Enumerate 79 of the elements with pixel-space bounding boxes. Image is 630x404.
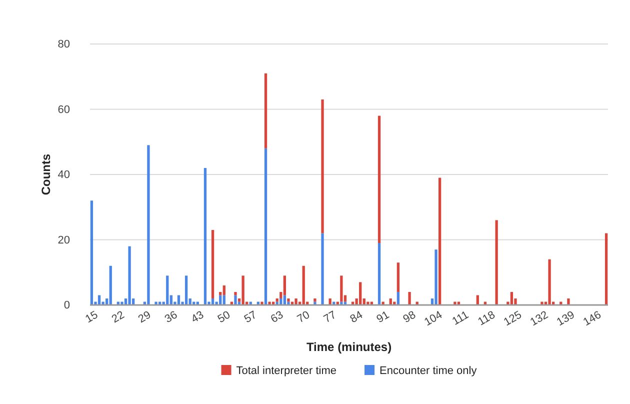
bar [340, 302, 343, 305]
y-tick-label: 20 [58, 234, 70, 246]
legend-label: Encounter time only [380, 365, 478, 377]
bar [283, 295, 286, 305]
bar [154, 302, 158, 305]
x-tick-label: 57 [242, 309, 259, 326]
x-tick-label: 22 [110, 309, 127, 326]
bar [234, 292, 237, 296]
bar [378, 243, 381, 305]
x-tick-label: 146 [581, 309, 604, 329]
x-tick-label: 91 [374, 309, 392, 326]
x-tick-label: 118 [476, 309, 498, 328]
y-tick-label: 0 [64, 300, 70, 312]
bar [268, 302, 271, 305]
x-tick-label: 50 [216, 309, 232, 326]
x-tick-label: 77 [322, 309, 338, 326]
bar [90, 200, 94, 305]
bar [219, 295, 222, 305]
bar [321, 233, 324, 305]
bar [378, 116, 381, 244]
x-tick-label: 36 [162, 309, 180, 326]
bar [234, 295, 237, 305]
bar [359, 282, 362, 305]
x-tick-label: 84 [348, 309, 365, 326]
bar [109, 266, 112, 305]
bar [184, 276, 188, 305]
bar [438, 178, 442, 305]
y-tick-label: 40 [58, 169, 70, 182]
bar [264, 73, 268, 148]
bar [454, 302, 456, 305]
bar [120, 302, 124, 305]
bar [287, 298, 290, 302]
bar [396, 262, 400, 292]
bar [510, 292, 514, 305]
bar [222, 285, 226, 296]
bar [382, 302, 384, 305]
bar [434, 250, 438, 305]
bar [222, 295, 226, 305]
x-tick-label: 104 [422, 309, 444, 329]
bar [548, 259, 551, 305]
x-tick-label: 111 [450, 309, 471, 328]
bar [204, 168, 207, 305]
bar [147, 145, 150, 305]
x-tick-label: 70 [295, 309, 312, 326]
bar [177, 295, 180, 305]
bar [567, 298, 570, 305]
bar [166, 276, 169, 305]
legend-label: Total interpreter time [236, 365, 337, 377]
x-tick-label: 125 [502, 309, 524, 329]
bar [604, 233, 608, 305]
x-tick-label: 63 [268, 309, 286, 326]
bar [314, 302, 316, 305]
bar [396, 292, 400, 305]
bar [294, 298, 298, 305]
bar [128, 246, 131, 305]
bar [242, 276, 244, 305]
y-tick-label: 80 [58, 38, 70, 51]
y-tick-label: 60 [58, 104, 70, 116]
bar [476, 295, 479, 305]
bar [98, 295, 101, 305]
bar [260, 302, 264, 305]
bar [340, 276, 343, 302]
bar [314, 298, 316, 302]
bar [264, 148, 268, 305]
bar [321, 99, 324, 234]
x-tick-label: 43 [189, 309, 206, 326]
bar [408, 292, 411, 305]
x-tick-label: 132 [528, 309, 550, 329]
y-axis-title: Counts [39, 154, 53, 196]
bar [540, 302, 544, 305]
x-tick-label: 29 [136, 309, 154, 326]
x-tick-label: 15 [83, 309, 100, 326]
x-tick-label: 98 [401, 309, 418, 326]
bar [211, 230, 214, 298]
bar [283, 276, 286, 296]
x-axis-title: Time (minutes) [306, 340, 392, 354]
bar [495, 220, 498, 305]
x-tick-label: 139 [554, 309, 577, 329]
bar [302, 266, 305, 305]
